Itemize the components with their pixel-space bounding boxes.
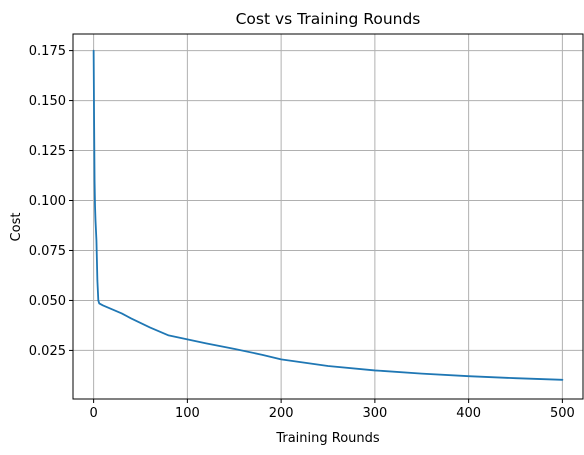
plot-frame [72,33,584,400]
y-tick-label: 0.175 [29,44,66,59]
y-tick-label: 0.025 [29,344,66,359]
y-axis-label: Cost [9,213,24,242]
grid [73,34,583,399]
chart-title: Cost vs Training Rounds [236,10,421,28]
x-axis: 0 100 200 300 400 500 [89,399,575,421]
y-tick-label: 0.125 [29,144,66,159]
x-axis-label: Training Rounds [275,431,380,446]
x-tick-label: 0 [89,406,97,421]
y-tick-label: 0.150 [29,94,66,109]
series-layer [92,49,564,381]
x-tick-label: 100 [175,406,200,421]
x-tick-label: 500 [550,406,575,421]
y-tick-label: 0.050 [29,294,66,309]
x-tick-label: 300 [362,406,387,421]
y-tick-label: 0.075 [29,244,66,259]
y-axis: 0.025 0.050 0.075 0.100 0.125 0.150 0.175 [29,44,73,359]
series-line [92,49,564,381]
x-tick-label: 200 [269,406,294,421]
x-tick-label: 400 [456,406,481,421]
y-tick-label: 0.100 [29,194,66,209]
